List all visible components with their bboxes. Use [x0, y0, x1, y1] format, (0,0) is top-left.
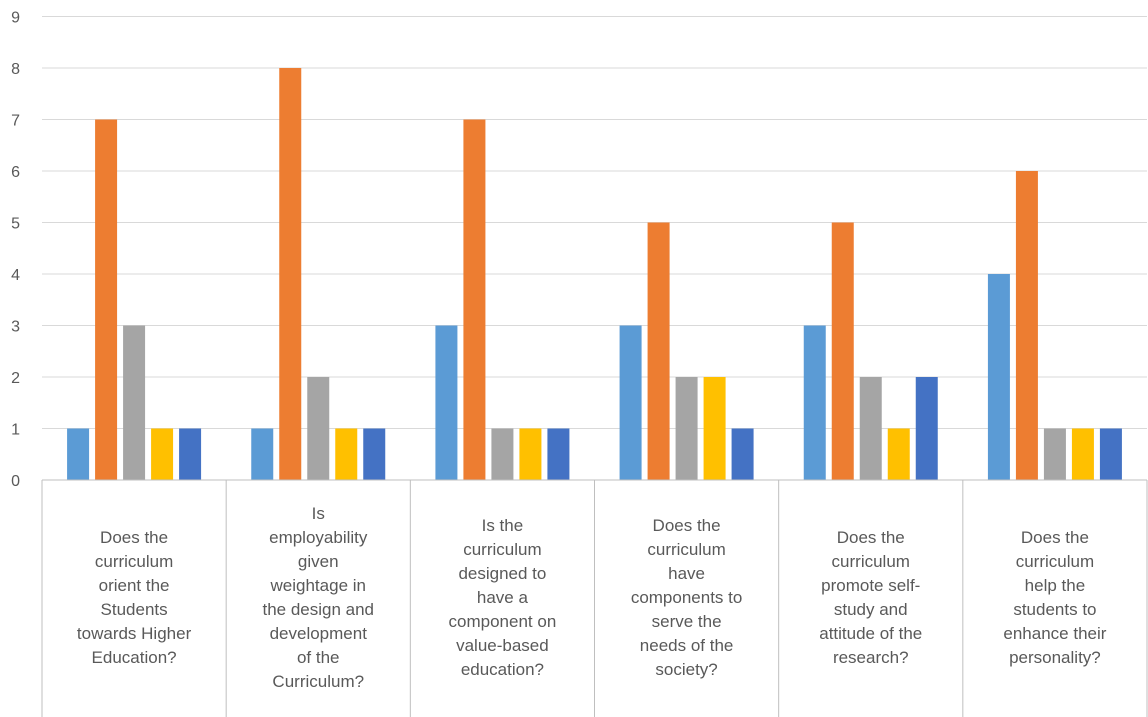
bar — [491, 428, 514, 480]
bar — [859, 377, 882, 480]
gridlines — [42, 16, 1147, 429]
y-tick-label: 3 — [11, 319, 20, 336]
bars — [67, 68, 1122, 480]
bar — [151, 428, 174, 480]
y-tick-label: 2 — [11, 370, 20, 387]
y-tick-label: 0 — [11, 473, 20, 490]
category-label: Is employability given weightage in the desi… — [262, 504, 374, 691]
bar — [179, 428, 202, 480]
bar — [251, 428, 274, 480]
bar — [1043, 428, 1066, 480]
bar — [67, 428, 90, 480]
category-label: Is the curriculum designed to have a compone… — [449, 516, 557, 679]
category-label: Does the curriculum help the students to enh… — [1003, 528, 1106, 667]
bar — [547, 428, 570, 480]
y-tick-label: 6 — [11, 164, 20, 181]
bar — [675, 377, 698, 480]
x-axis: Does the curriculum orient the Students towa… — [41, 479, 1148, 717]
bar — [803, 325, 826, 480]
y-tick-label: 1 — [11, 422, 20, 439]
bar — [987, 274, 1010, 480]
bar — [731, 428, 754, 480]
bar — [279, 68, 302, 480]
bar — [363, 428, 386, 480]
bar — [123, 325, 146, 480]
bar — [703, 377, 726, 480]
category-label: Does the curriculum have components to serve… — [631, 516, 743, 679]
bar — [887, 428, 910, 480]
bar — [619, 325, 642, 480]
y-tick-label: 5 — [11, 216, 20, 233]
y-tick-label: 7 — [11, 113, 20, 130]
bar — [1099, 428, 1122, 480]
bar — [463, 119, 486, 480]
category-label: Does the curriculum promote self-study and… — [819, 528, 922, 667]
bar — [435, 325, 458, 480]
category-label: Does the curriculum orient the Students towa… — [77, 528, 192, 667]
bar — [915, 377, 938, 480]
y-tick-label: 4 — [11, 267, 20, 284]
y-tick-label: 8 — [11, 61, 20, 78]
bar — [1071, 428, 1094, 480]
bar — [519, 428, 542, 480]
bar — [1015, 171, 1038, 480]
bar — [831, 222, 854, 480]
y-tick-label: 9 — [11, 10, 20, 27]
bar — [95, 119, 118, 480]
bar — [335, 428, 358, 480]
bar — [647, 222, 670, 480]
y-axis: 0 1 2 3 4 5 6 7 8 9 — [11, 10, 20, 491]
bar — [307, 377, 330, 480]
